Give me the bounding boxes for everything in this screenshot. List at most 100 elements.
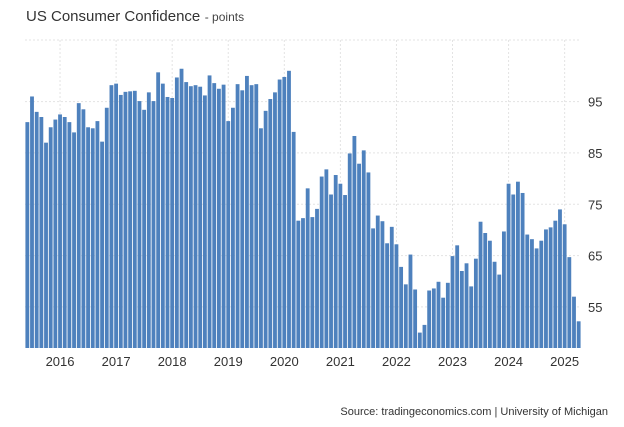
bar (160, 83, 165, 348)
bar (329, 194, 333, 348)
chart-title: US Consumer Confidence (26, 8, 201, 25)
bar (207, 75, 212, 349)
x-tick-label: 2025 (550, 354, 579, 369)
bar (114, 83, 119, 348)
bar (287, 70, 291, 349)
bar (333, 175, 338, 348)
bar (371, 228, 375, 348)
bar (86, 127, 90, 349)
bar (193, 85, 198, 349)
y-axis-labels: 55 65 75 85 95 (588, 95, 602, 315)
bar (534, 248, 539, 348)
bar (245, 75, 249, 349)
bar (109, 85, 114, 349)
bar (385, 243, 390, 348)
bar (179, 68, 184, 348)
bar (128, 91, 133, 348)
bar (319, 176, 324, 348)
bar (301, 218, 305, 348)
bar (408, 254, 413, 348)
bar (427, 290, 432, 348)
bar (483, 233, 488, 348)
bar (62, 117, 67, 348)
bar (469, 286, 474, 348)
bar (413, 289, 418, 348)
bar (403, 284, 408, 348)
bar (240, 90, 245, 348)
bar (399, 266, 404, 348)
bar (100, 141, 105, 348)
bar (357, 163, 361, 348)
bar (81, 109, 86, 348)
bar (254, 84, 259, 349)
bars-layer (25, 68, 581, 349)
bar (464, 263, 469, 348)
bar (76, 103, 81, 348)
bar (142, 109, 147, 348)
bar (282, 76, 287, 349)
bar (436, 281, 441, 348)
bar (221, 84, 226, 348)
bar (511, 194, 516, 348)
bar (422, 324, 427, 348)
bar (324, 169, 329, 348)
bar (352, 135, 357, 348)
bar (53, 119, 58, 348)
bar (216, 88, 221, 349)
bar (174, 77, 179, 348)
bar (361, 150, 366, 348)
bar (44, 142, 48, 348)
bar (431, 288, 436, 348)
bar (30, 96, 34, 348)
bar (137, 101, 142, 348)
x-tick-label: 2017 (102, 354, 131, 369)
bar (296, 220, 301, 348)
bar (366, 172, 371, 348)
bar (90, 128, 95, 348)
bar (567, 257, 572, 348)
bar (305, 188, 310, 348)
source-note: Source: tradingeconomics.com | Universit… (340, 406, 608, 418)
bar (198, 86, 203, 349)
bar (389, 226, 394, 348)
bar (417, 332, 422, 348)
x-tick-label: 2020 (270, 354, 299, 369)
bar (558, 209, 562, 348)
bar (501, 231, 506, 348)
x-axis-labels: 2016 2017 2018 2019 2020 2021 2022 2023 2024 2025 (46, 354, 580, 369)
bar (506, 183, 511, 348)
y-tick-label: 65 (588, 249, 602, 264)
bar (268, 99, 273, 348)
chart-subtitle: - points (204, 10, 245, 24)
bar (39, 117, 44, 348)
bar (338, 183, 343, 348)
bar (151, 101, 156, 348)
bar (530, 239, 534, 348)
bar (347, 153, 352, 348)
bar (25, 122, 30, 348)
bar (231, 107, 235, 348)
bar (539, 240, 544, 348)
bar (394, 244, 399, 348)
bar (516, 181, 520, 348)
bar (132, 90, 137, 348)
bar (310, 217, 315, 348)
bar (212, 83, 217, 349)
bar (170, 98, 175, 348)
bar (544, 229, 548, 348)
bar (146, 92, 151, 348)
bar (450, 256, 455, 348)
bar (459, 271, 464, 348)
bar (492, 261, 497, 348)
bar (441, 297, 446, 348)
x-tick-label: 2016 (46, 354, 75, 369)
bar (34, 111, 39, 349)
bar (291, 131, 296, 348)
chart-title-block: US Consumer Confidence - points (26, 8, 244, 26)
bar (525, 234, 530, 348)
bar (48, 127, 53, 349)
x-tick-label: 2019 (214, 354, 243, 369)
bar (562, 224, 567, 348)
x-tick-label: 2024 (494, 354, 523, 369)
